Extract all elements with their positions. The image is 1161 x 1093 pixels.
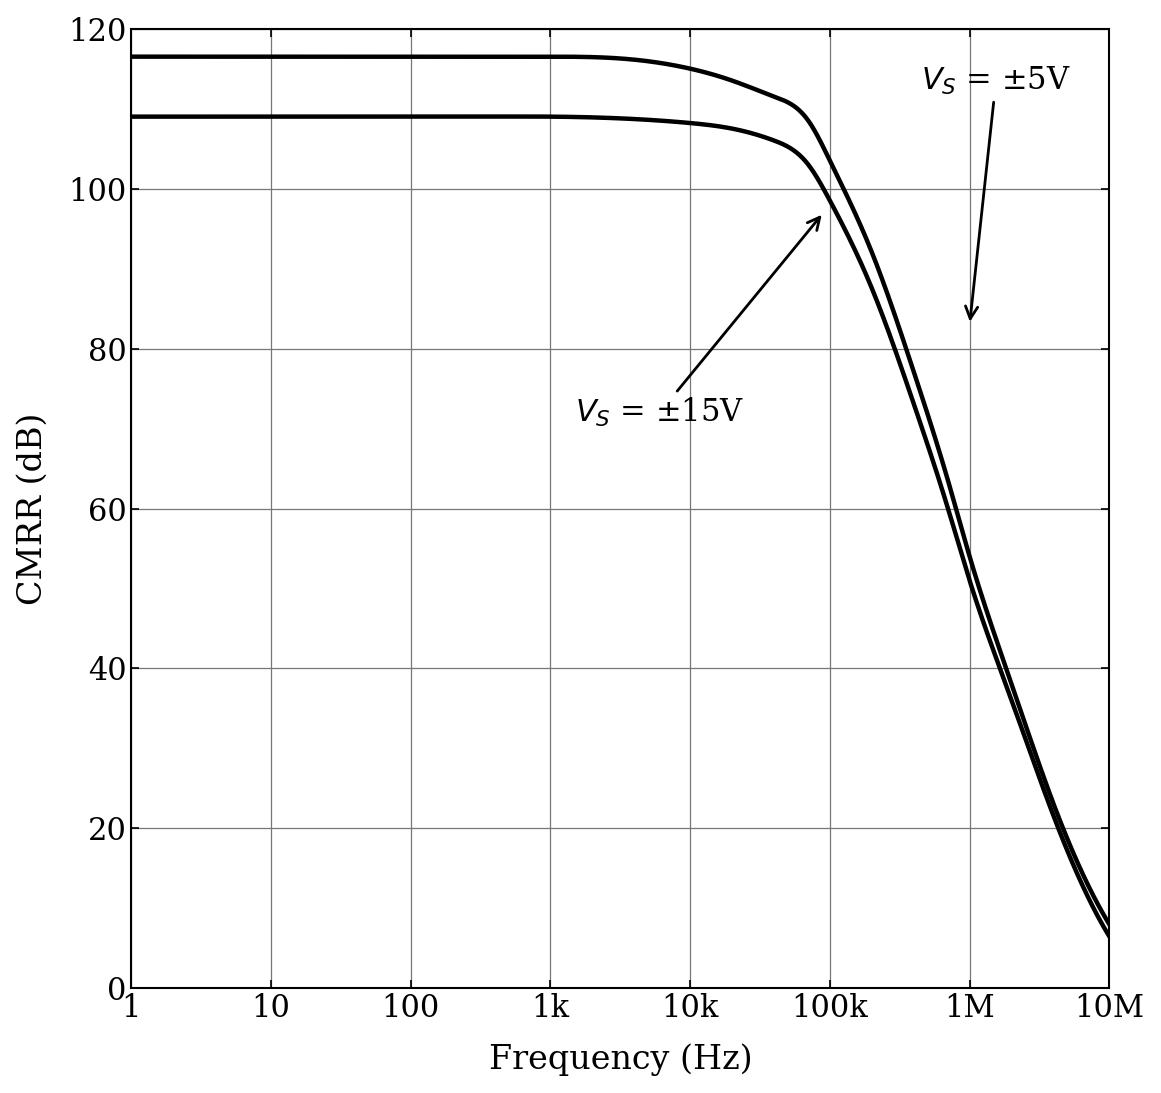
- Y-axis label: CMRR (dB): CMRR (dB): [16, 412, 49, 604]
- Text: $V_S$ = $\pm$5V: $V_S$ = $\pm$5V: [921, 64, 1070, 319]
- Text: $V_S$ = $\pm$15V: $V_S$ = $\pm$15V: [575, 218, 820, 430]
- X-axis label: Frequency (Hz): Frequency (Hz): [489, 1044, 752, 1077]
